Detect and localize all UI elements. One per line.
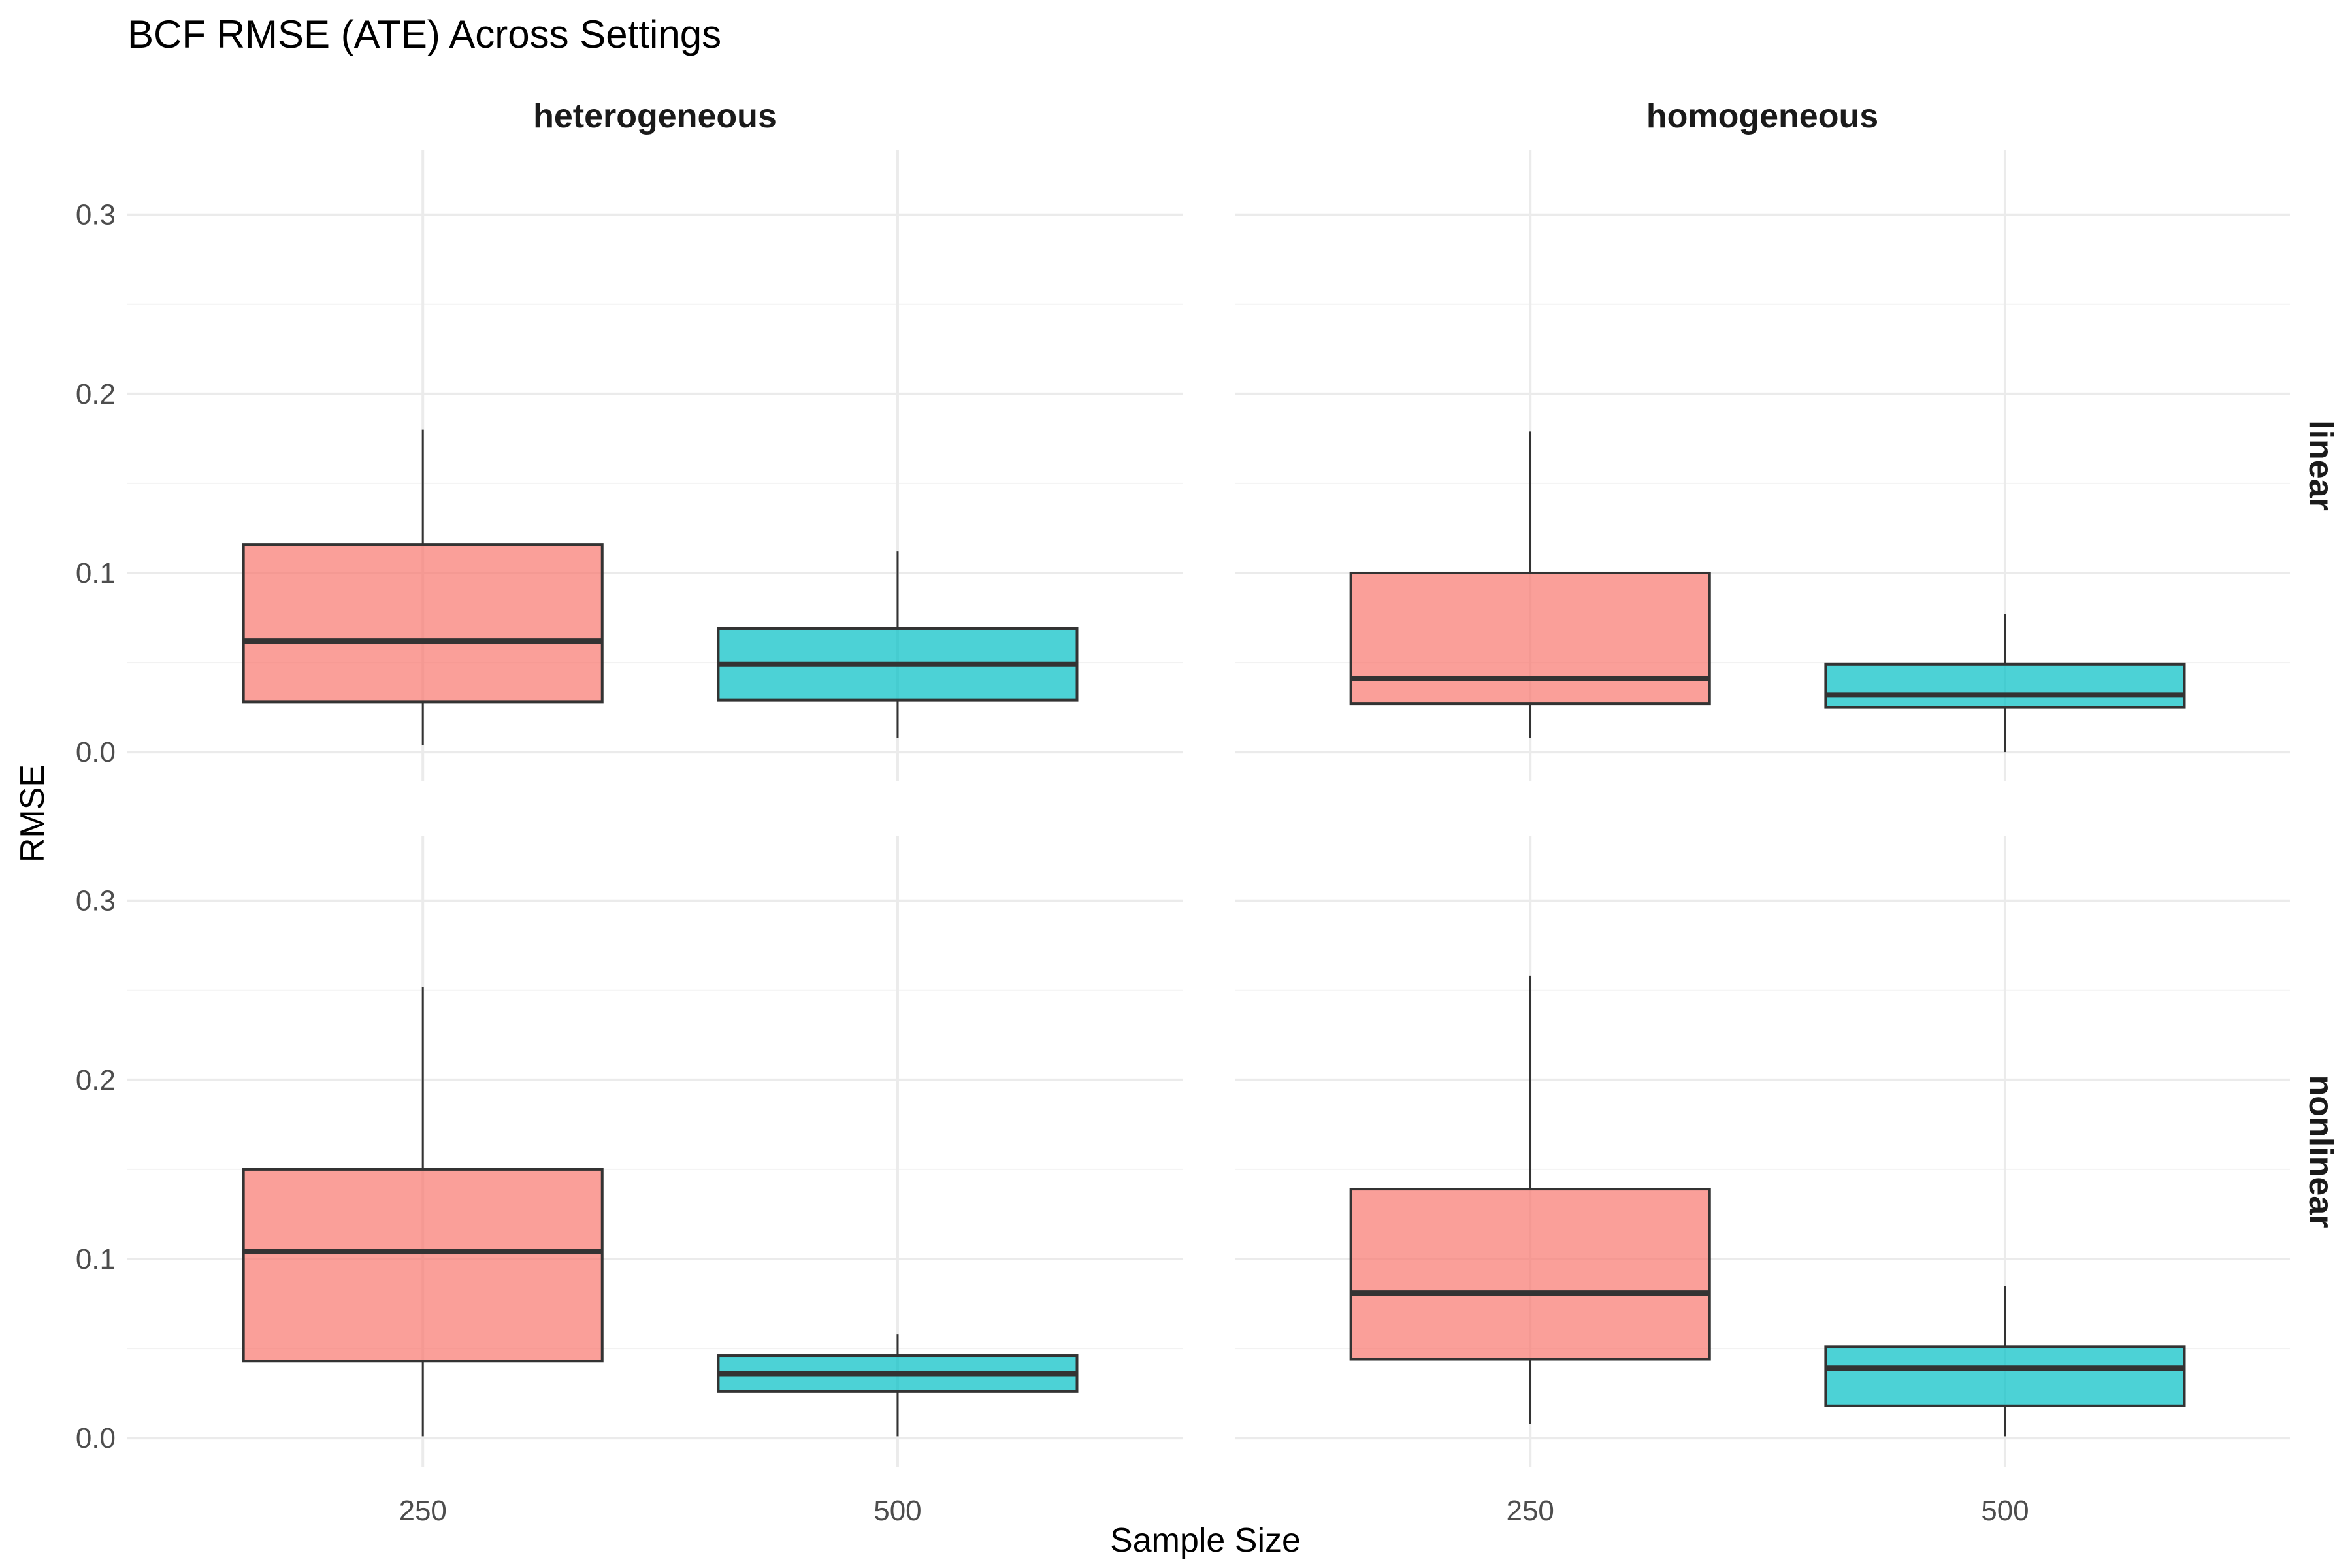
box-body [1349,571,1711,706]
chart-title: BCF RMSE (ATE) Across Settings [127,12,721,56]
x-tick-label: 500 [1981,1495,2029,1527]
box-500 [1824,614,2186,753]
x-axis-label: Sample Size [1110,1522,1301,1560]
box-body [1824,662,2186,709]
box-500 [1824,1286,2186,1437]
y-axis-label: RMSE [14,764,52,862]
box-body [1349,1188,1711,1361]
box-250 [242,987,604,1437]
panel-heterogeneous-nonlinear: 0.0 0.1 0.2 0.3 250 500 [76,836,1183,1527]
box-250 [1349,431,1711,738]
panel-homogeneous-nonlinear: 250 500 nonlinear [1235,836,2340,1527]
facet-label-homogeneous: homogeneous [1646,97,1878,135]
box-250 [242,429,604,745]
x-tick-label: 500 [874,1495,921,1527]
box-250 [1349,975,1711,1424]
box-500 [717,551,1079,738]
facet-panels: 0.0 0.1 0.2 0.3 heterogeneous homogeneous line… [76,97,2340,1527]
y-tick-label: 0.2 [76,1064,116,1096]
facet-label-nonlinear: nonlinear [2302,1075,2340,1228]
box-body [242,543,604,704]
y-tick-label: 0.3 [76,199,116,231]
x-tick-label: 250 [1506,1495,1554,1527]
box-body [1824,1345,2186,1407]
y-tick-label: 0.1 [76,557,116,589]
y-tick-label: 0.2 [76,378,116,410]
box-body [242,1168,604,1363]
facet-label-heterogeneous: heterogeneous [533,97,777,135]
y-tick-label: 0.0 [76,1422,116,1454]
y-tick-label: 0.3 [76,885,116,917]
x-tick-label: 250 [399,1495,446,1527]
y-tick-label: 0.1 [76,1243,116,1275]
box-500 [717,1334,1079,1437]
panel-heterogeneous-linear: 0.0 0.1 0.2 0.3 heterogeneous [76,97,1183,781]
panel-homogeneous-linear: homogeneous linear [1235,97,2340,781]
y-tick-label: 0.0 [76,736,116,768]
facet-label-linear: linear [2302,420,2340,511]
